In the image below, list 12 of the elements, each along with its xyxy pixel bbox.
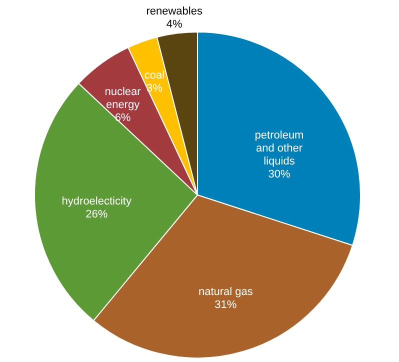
data-label: 6% [114,112,131,124]
slice-label: renewables [146,5,203,18]
slice-label: natural gas [198,286,254,298]
data-label: 31% [214,299,237,312]
slice-label: petroleum and other liquids [254,130,304,168]
data-label: 26% [86,208,108,220]
slice-label: hydroelecticity [62,195,132,208]
slice-label: coal [144,69,165,82]
data-label: 4% [166,18,182,30]
slice-label: nuclear energy [104,86,142,112]
data-label: 3% [146,82,163,94]
data-label: 30% [268,168,290,181]
